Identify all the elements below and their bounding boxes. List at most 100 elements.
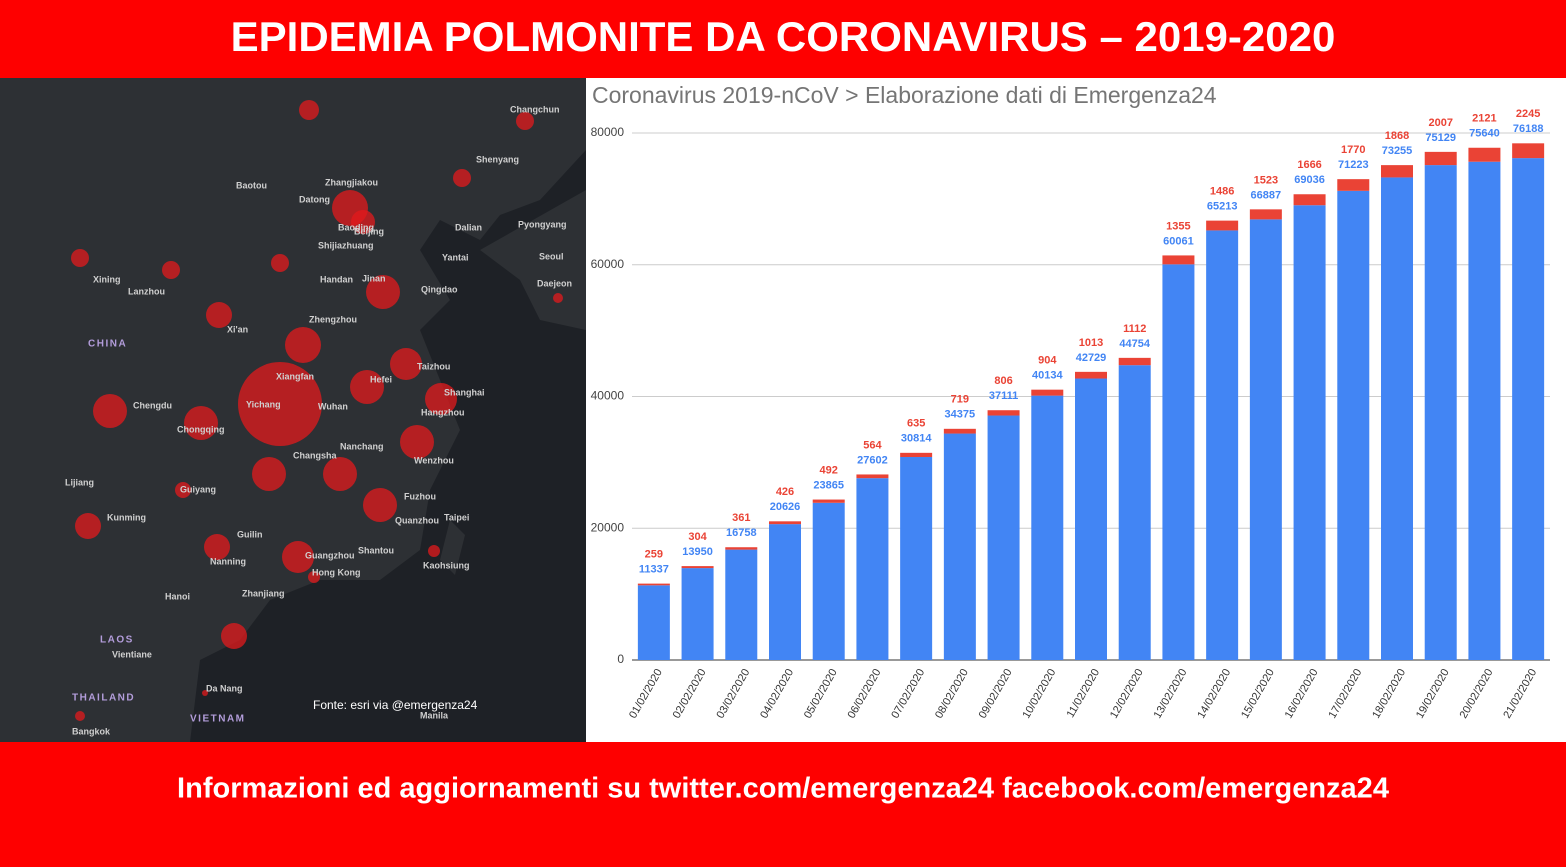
bar-segment <box>1118 365 1151 660</box>
bar-segment <box>943 433 976 660</box>
y-tick-label: 40000 <box>591 389 625 403</box>
map-place-label: Hanoi <box>165 591 190 601</box>
map-place-label: Zhangjiakou <box>325 177 378 187</box>
map-place-label: Lanzhou <box>128 286 165 296</box>
bar-segment <box>1162 255 1195 265</box>
case-circle <box>271 254 289 272</box>
map-place-label: Chengdu <box>133 400 172 410</box>
value-label: 27602 <box>857 454 888 466</box>
case-circle <box>428 545 440 557</box>
case-circle <box>453 169 471 187</box>
map-place-label: Guiyang <box>180 484 216 494</box>
map-place-label: THAILAND <box>72 693 135 704</box>
value-label: 34375 <box>945 409 976 421</box>
map-place-label: Bangkok <box>72 726 111 736</box>
map-place-label: Hangzhou <box>421 407 465 417</box>
value-label: 1112 <box>1123 323 1146 335</box>
case-circle <box>425 383 457 415</box>
value-label: 1523 <box>1254 174 1278 186</box>
value-label: 904 <box>1038 355 1057 367</box>
bar-segment <box>769 524 801 660</box>
bar-segment <box>1512 158 1545 660</box>
case-circle <box>308 571 320 583</box>
map-place-label: Changchun <box>510 104 560 114</box>
map-place-label: Taipei <box>444 512 469 522</box>
map-place-label: Handan <box>320 274 353 284</box>
header-title: EPIDEMIA POLMONITE DA CORONAVIRUS – 2019… <box>231 13 1336 60</box>
map-place-label: Guangzhou <box>305 550 355 560</box>
value-label: 361 <box>732 512 750 524</box>
bar-segment <box>1468 147 1501 162</box>
bar-segment <box>1075 378 1107 660</box>
value-label: 66887 <box>1251 189 1282 201</box>
map-place-label: Hefei <box>370 374 392 384</box>
bar-segment <box>725 547 758 550</box>
bar-segment <box>943 428 976 434</box>
map-place-label: LAOS <box>100 635 134 646</box>
case-circle <box>206 302 232 328</box>
case-circle <box>323 457 357 491</box>
map-place-label: Taizhou <box>417 361 450 371</box>
value-label: 11337 <box>639 564 669 576</box>
map-place-label: Da Nang <box>206 683 243 693</box>
map-place-label: Pyongyang <box>518 219 567 229</box>
map-place-label: Changsha <box>293 450 338 460</box>
case-circle <box>162 261 180 279</box>
map-place-label: Shanghai <box>444 387 485 397</box>
bar-segment <box>1118 357 1151 366</box>
value-label: 1868 <box>1385 130 1409 142</box>
footer-text: Informazioni ed aggiornamenti su twitter… <box>177 773 1389 805</box>
bar-segment <box>1249 219 1282 660</box>
map-place-label: Guilin <box>237 529 263 539</box>
case-circle <box>366 275 400 309</box>
case-circle <box>285 327 321 363</box>
map-place-label: Wenzhou <box>414 455 454 465</box>
value-label: 69036 <box>1294 174 1325 186</box>
value-label: 1770 <box>1341 144 1365 156</box>
map-place-label: Nanning <box>210 556 246 566</box>
value-label: 71223 <box>1338 159 1369 171</box>
bar-segment <box>1337 190 1370 660</box>
bar-segment <box>681 568 714 660</box>
case-circle <box>75 711 85 721</box>
map-source: Fonte: esri via @emergenza24 <box>313 698 478 712</box>
value-label: 42729 <box>1076 352 1107 364</box>
bar-segment <box>1293 194 1326 206</box>
map-place-label: Baotou <box>236 180 267 190</box>
value-label: 76188 <box>1513 123 1544 135</box>
map-place-label: Shijiazhuang <box>318 240 374 250</box>
value-label: 44754 <box>1119 338 1150 350</box>
map-place-label: Hong Kong <box>312 567 361 577</box>
value-label: 564 <box>863 439 882 451</box>
bar-segment <box>1512 143 1545 159</box>
case-circle <box>350 370 384 404</box>
bar-segment <box>987 410 1020 416</box>
map-place-label: CHINA <box>88 339 127 350</box>
value-label: 1355 <box>1166 220 1190 232</box>
bar-segment <box>812 502 845 660</box>
map-place-label: Quanzhou <box>395 515 439 525</box>
value-label: 304 <box>688 531 707 543</box>
case-circle <box>204 534 230 560</box>
value-label: 37111 <box>989 390 1018 402</box>
case-circle <box>175 482 191 498</box>
map-place-label: Fuzhou <box>404 491 436 501</box>
map-place-label: Kunming <box>107 512 146 522</box>
map-place-label: Nanchang <box>340 441 384 451</box>
value-label: 806 <box>994 375 1012 387</box>
map-place-label: Datong <box>299 194 330 204</box>
value-label: 426 <box>776 486 794 498</box>
map-place-label: Vientiane <box>112 649 152 659</box>
bar-segment <box>1206 230 1239 660</box>
value-label: 635 <box>907 418 925 430</box>
case-circle <box>351 210 375 234</box>
case-circle <box>71 249 89 267</box>
case-circle <box>238 362 322 446</box>
bar-segment <box>1031 395 1064 660</box>
map-place-label: Daejeon <box>537 278 572 288</box>
value-label: 23865 <box>813 479 844 491</box>
map-place-label: Yantai <box>442 252 469 262</box>
value-label: 492 <box>820 464 838 476</box>
bar-segment <box>812 499 845 503</box>
